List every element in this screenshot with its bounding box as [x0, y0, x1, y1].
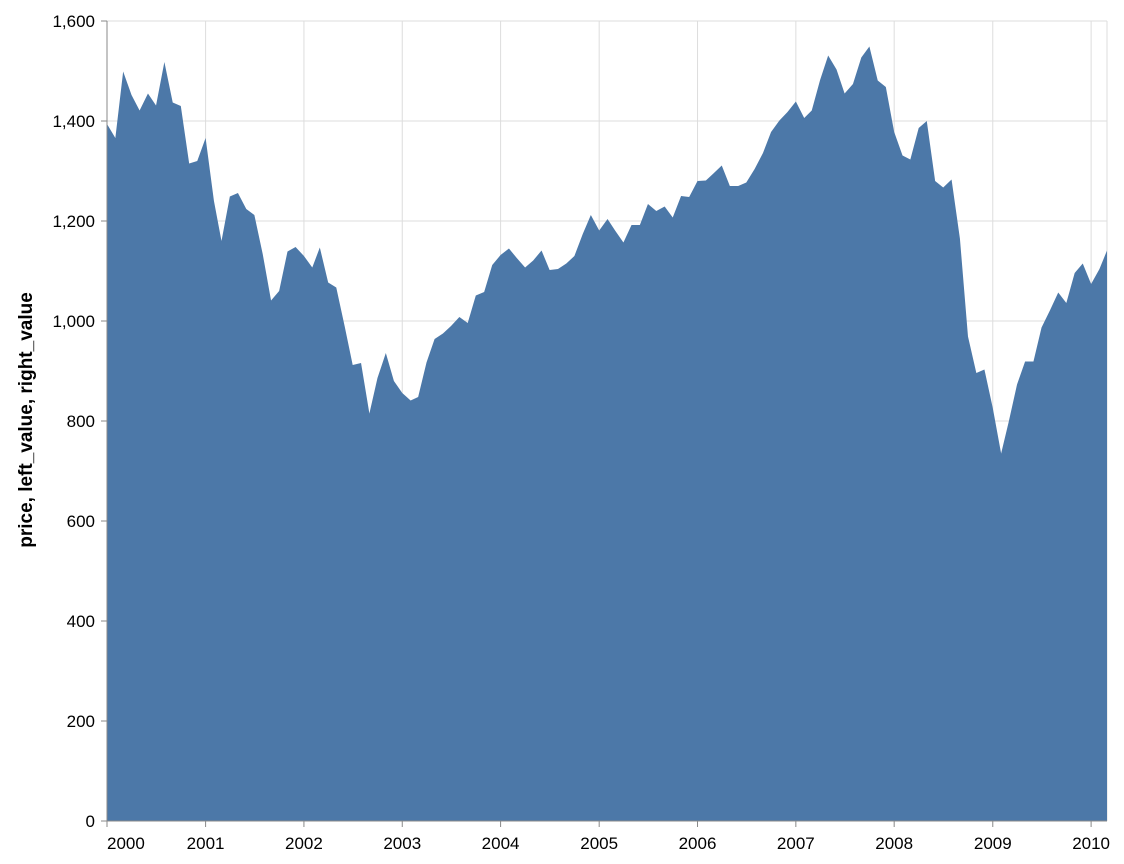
area-series-path: [107, 46, 1107, 821]
x-tick-label: 2003: [383, 834, 421, 853]
y-tick-label: 1,200: [52, 212, 95, 231]
x-tick-label: 2009: [974, 834, 1012, 853]
y-tick-label: 0: [86, 812, 95, 831]
x-tick-label: 2000: [107, 834, 145, 853]
y-tick-label: 400: [67, 612, 95, 631]
y-tick-label: 600: [67, 512, 95, 531]
x-tick-label: 2008: [875, 834, 913, 853]
x-tick-label: 2006: [679, 834, 717, 853]
y-axis-title: price, left_value, right_value: [16, 292, 37, 548]
y-tick-label: 1,000: [52, 312, 95, 331]
x-tick-label: 2004: [482, 834, 520, 853]
x-tick-label: 2010: [1072, 834, 1110, 853]
y-tick-label: 1,400: [52, 112, 95, 131]
x-tick-label: 2005: [580, 834, 618, 853]
area-series: [107, 46, 1107, 821]
x-tick-label: 2007: [777, 834, 815, 853]
y-tick-label: 800: [67, 412, 95, 431]
x-tick-label: 2001: [187, 834, 225, 853]
axes: 0 200 400 600 800 1,000 1,200 1,400 1,600 2000 200…: [52, 12, 1110, 853]
y-tick-label: 200: [67, 712, 95, 731]
y-tick-label: 1,600: [52, 12, 95, 31]
x-tick-label: 2002: [285, 834, 323, 853]
